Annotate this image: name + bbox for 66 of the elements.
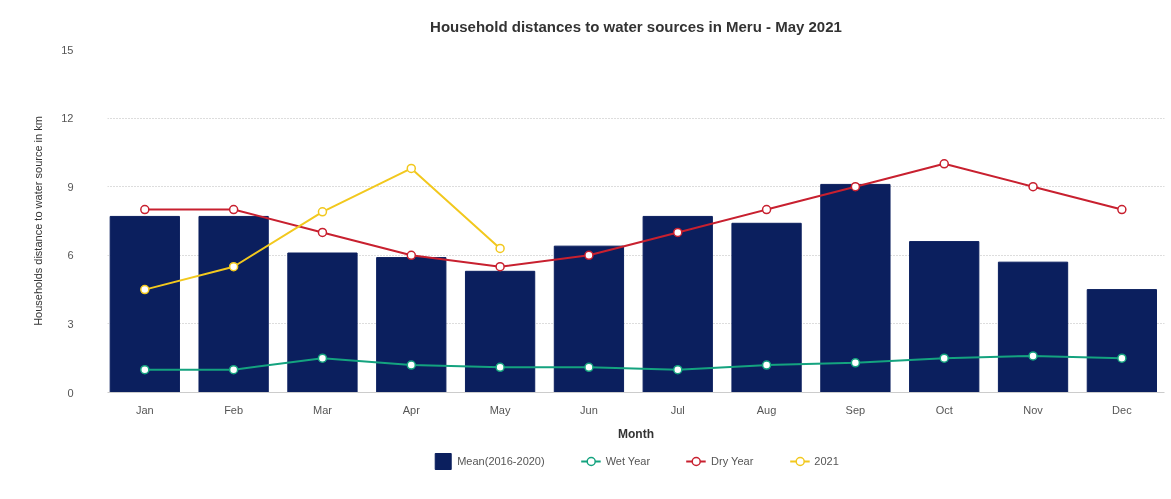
y-tick-label: 6 [67,249,74,262]
bar [198,215,269,393]
point [673,227,683,238]
legend-label: 2021 [814,455,839,467]
point [1028,351,1038,361]
x-axis-title: Month [618,426,654,441]
bar [376,257,447,393]
x-tick-label: Dec [1112,403,1133,416]
y-tick-label: 12 [61,112,74,125]
y-tick-label: 0 [67,386,74,399]
y-tick-label: 3 [67,317,74,330]
point [228,261,239,272]
bar [553,245,625,393]
x-tick-label: Mar [312,403,333,416]
point [406,360,417,370]
legend-label: Dry Year [711,455,754,467]
y-tick-label: 9 [67,180,74,193]
x-tick-label: Jan [135,403,154,416]
bar [464,270,536,393]
point [228,364,239,375]
bar [731,222,802,393]
x-tick-label: Jul [670,403,685,416]
bar [287,252,358,393]
point [584,362,594,373]
legend-label: Mean(2016-2020) [457,455,545,467]
point [406,163,417,174]
point [1117,353,1127,363]
x-tick-label: Feb [224,403,244,416]
point [317,227,328,238]
point [495,243,505,254]
point [850,358,861,368]
bar [997,261,1069,393]
x-tick-label: May [489,403,511,416]
bar [642,215,713,393]
x-tick-label: Oct [935,403,953,416]
y-axis-title: Households distance to water source in km [32,116,45,326]
point [939,353,949,363]
x-tick-label: Sep [845,403,866,416]
chart-title: Household distances to water sources in Meru - May 2021 [430,17,842,35]
point [939,159,949,169]
bar [1086,289,1158,393]
point [1028,181,1038,192]
point [140,364,150,375]
x-tick-label: Apr [402,403,421,416]
point [406,250,417,261]
bar [909,241,980,393]
point [228,204,239,215]
point [317,353,328,363]
point [584,250,594,261]
legend-label: Wet Year [605,455,651,467]
point [495,261,505,272]
point [495,362,505,373]
x-tick-label: Aug [756,403,777,416]
point [673,364,683,375]
x-tick-label: Nov [1023,403,1044,416]
point [761,360,772,370]
x-tick-label: Jun [580,403,598,416]
y-tick-label: 15 [61,43,74,56]
point [317,207,328,217]
bar [820,183,891,393]
bar [109,215,180,393]
point [140,204,150,215]
point [850,181,861,192]
point [140,284,150,295]
point [761,204,772,215]
point [1117,204,1127,215]
